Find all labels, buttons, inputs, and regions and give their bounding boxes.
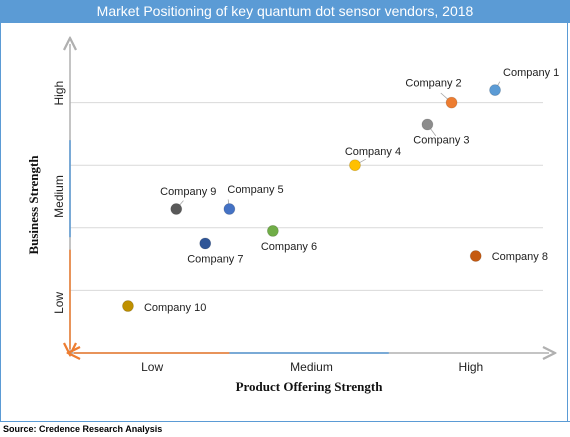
y-tick-label: High (52, 81, 66, 106)
point-label: Company 3 (413, 135, 469, 147)
tick-labels: Low Medium High Low Medium High (52, 81, 483, 374)
chart-title: Market Positioning of key quantum dot se… (0, 0, 570, 23)
data-point (469, 250, 482, 262)
point-label: Company 7 (187, 253, 243, 265)
point-label: Company 5 (227, 184, 283, 196)
y-tick-label: Low (52, 292, 66, 314)
data-point (170, 203, 183, 215)
point-label: Company 6 (261, 241, 317, 253)
x-tick-label: Low (141, 360, 163, 374)
data-points: Company 1 Company 2 Company 3 Company 4 Comp… (122, 67, 559, 314)
axes (70, 44, 549, 353)
point-label: Company 8 (492, 251, 548, 263)
data-point (122, 300, 134, 312)
x-tick-label: Medium (290, 360, 333, 374)
data-point (445, 96, 458, 109)
data-point (489, 84, 501, 96)
x-axis-title: Product Offering Strength (236, 379, 384, 394)
source-note: Source: Credence Research Analysis (0, 421, 570, 437)
point-label: Company 4 (345, 146, 401, 158)
y-tick-label: Medium (52, 175, 66, 218)
x-tick-label: High (459, 360, 484, 374)
point-label: Company 1 (503, 67, 559, 79)
data-point (223, 203, 236, 215)
data-point (266, 225, 279, 237)
data-point (349, 159, 361, 172)
grid-lines (70, 102, 543, 291)
point-label: Company 10 (144, 302, 206, 314)
data-point (199, 237, 212, 250)
data-point (421, 118, 434, 131)
point-label: Company 9 (160, 186, 216, 198)
point-label: Company 2 (405, 78, 461, 90)
y-axis-title: Business Strength (26, 155, 41, 255)
